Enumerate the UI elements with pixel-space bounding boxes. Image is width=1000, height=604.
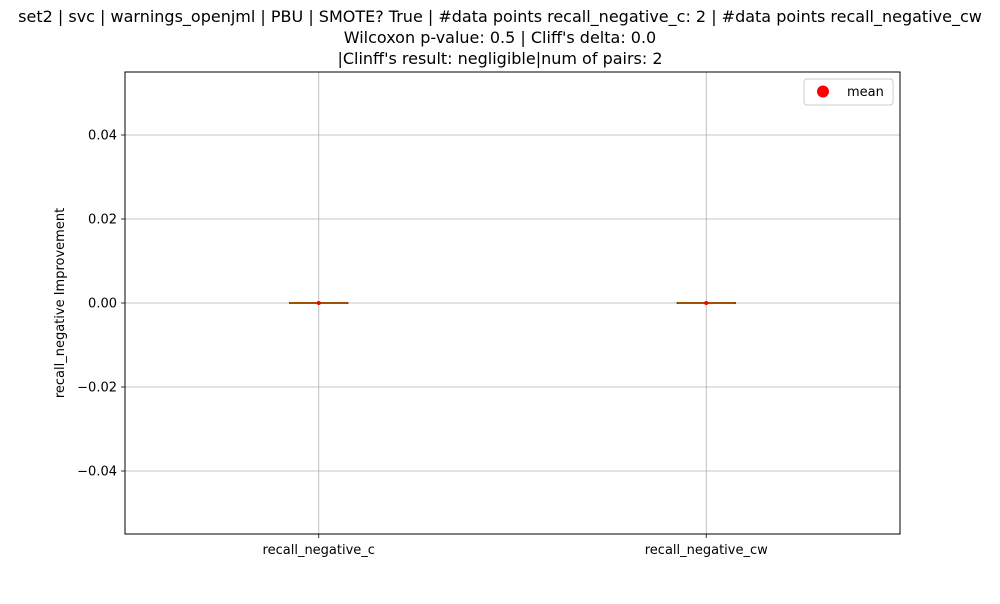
chart-title-line-3: |Clinff's result: negligible|num of pair… <box>337 49 662 68</box>
y-tick-label: −0.02 <box>77 381 117 396</box>
grid-layer <box>125 72 900 534</box>
chart-title-line-1: set2 | svc | warnings_openjml | PBU | SM… <box>18 7 982 27</box>
y-axis-label: recall_negative Improvement <box>53 208 68 398</box>
box-recall_negative_cw <box>676 301 736 305</box>
y-tick-label: −0.04 <box>77 465 117 480</box>
legend-mean-marker <box>817 85 829 98</box>
chart-title-line-2: Wilcoxon p-value: 0.5 | Cliff's delta: 0… <box>344 28 656 47</box>
y-tick-label: 0.00 <box>88 297 117 312</box>
box-layer <box>289 301 736 305</box>
x-tick-label: recall_negative_c <box>263 543 375 558</box>
y-tick-label: 0.04 <box>88 129 117 144</box>
y-tick-label: 0.02 <box>88 213 117 228</box>
y-axis-ticks: −0.04 −0.02 0.00 0.02 0.04 <box>77 129 125 480</box>
x-tick-label: recall_negative_cw <box>645 543 768 558</box>
legend: mean <box>803 78 894 106</box>
box-mean-marker <box>704 301 709 305</box>
legend-mean-label: mean <box>847 85 884 100</box>
legend-frame <box>803 78 894 106</box>
box-recall_negative_c <box>289 301 349 305</box>
x-axis-ticks: recall_negative_c recall_negative_cw <box>263 534 768 558</box>
box-mean-marker <box>316 301 321 305</box>
